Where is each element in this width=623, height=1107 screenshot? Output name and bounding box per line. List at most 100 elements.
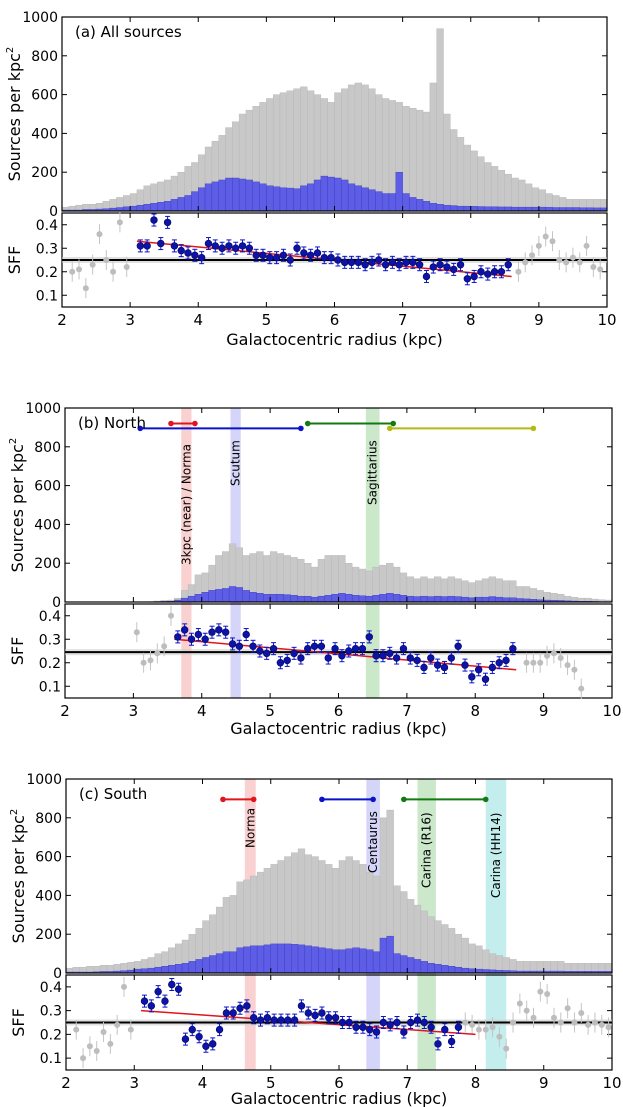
sff-faint-point [516,1000,523,1007]
hist-bar-sf [259,183,267,212]
x-axis-label: Galactocentric radius (kpc) [230,719,447,738]
hist-bar-sf [157,202,165,212]
sff-faint-point [147,657,154,664]
hist-bar-sf [463,205,471,212]
sff-point [325,1014,333,1022]
sff-point [341,258,349,267]
sff-faint-point [537,988,544,995]
hist-bar-sf [331,949,340,974]
hist-tick-label: 800 [35,811,62,827]
hist-bar-all [317,559,326,603]
sff-point [436,261,444,269]
sff-point [395,261,403,269]
hist-bar-sf [495,596,503,603]
hist-tick-label: 0 [52,595,61,611]
hist-bar-sf [338,949,347,974]
hist-bar-sf [400,955,408,974]
hist-bar-sf [291,944,299,974]
sff-point [504,261,512,269]
hist-bar-sf [454,966,463,974]
sff-point [174,633,182,641]
sff-faint-point [605,1024,612,1031]
sff-faint-point [583,242,590,249]
sff-faint-point [578,1010,585,1016]
arm-range-end [220,796,226,803]
hist-bar-sf [279,187,288,212]
sff-point [154,987,162,996]
hist-ylabel-sup: 2 [5,47,16,53]
sff-point [366,1025,374,1034]
sff-point [331,644,339,653]
hist-bar-all [511,177,519,212]
sff-point [379,1018,388,1027]
sff-point [290,649,298,658]
x-tick-label: 3 [129,702,139,720]
hist-bar-sf [427,963,435,974]
sff-point [161,997,169,1005]
hist-bar-sf [284,943,292,974]
sff-point [225,242,233,250]
x-tick-label: 10 [602,1074,621,1092]
hist-bar-sf [318,947,326,974]
hist-bar-all [429,82,437,212]
sff-point [481,675,490,683]
sff-point [474,666,483,674]
sff-faint-point [537,659,544,666]
arm-label: Centaurus [366,811,380,873]
sff-point [427,1023,435,1031]
hist-ylabel: Sources per kpc2 [9,809,28,944]
sff-point [243,1002,251,1010]
hist-bar-sf [402,193,410,212]
sff-point [388,258,397,267]
hist-bar-sf [297,944,306,974]
x-tick-label: 9 [539,1074,549,1092]
hist-bar-all [463,144,471,212]
hist-bar-sf [147,967,155,974]
hist-tick-label: 400 [31,126,58,142]
arm-band-2 [365,408,380,698]
hist-bar-sf [477,206,485,212]
hist-bar-all [456,137,465,212]
sff-faint-point [114,1021,121,1028]
hist-bar-sf [490,206,499,212]
hist-bar-sf [381,193,390,212]
hist-bar-sf [354,185,362,212]
sff-point [365,633,373,641]
sff-point [276,659,285,667]
hist-bar-sf [327,176,335,212]
hist-bar-sf [441,965,449,974]
sff-point [283,656,291,665]
x-tick-label: 2 [60,702,70,720]
hist-bar-sf [450,205,458,212]
x-tick-label: 5 [265,702,275,720]
sff-point [204,239,213,248]
sff-point [429,263,437,271]
sff-faint-point [544,991,551,997]
sff-point [221,628,230,636]
x-tick-label: 5 [266,1074,276,1092]
sff-point [402,258,410,267]
hist-ylabel: Sources per kpc2 [8,438,27,573]
hist-bar-sf [311,946,319,974]
sff-faint-point [535,242,542,249]
hist-bar-sf [283,594,291,603]
sff-point [318,1009,326,1017]
arm-band-0 [181,408,192,698]
hist-tick-label: 800 [31,49,58,65]
arm-range-end [304,420,311,427]
sff-tick-label: 0.3 [40,1004,62,1020]
sff-point [174,985,183,993]
hist-bar-sf [263,594,271,603]
sff-point [228,640,237,648]
sff-faint-point [123,264,130,271]
sff-faint-point [121,983,128,990]
sff-point [290,1016,299,1024]
hist-bar-sf [313,179,322,212]
sff-point [300,249,308,257]
sff-point [490,268,499,276]
hist-bar-sf [359,948,367,974]
sff-point [163,218,172,227]
hist-bar-sf [368,189,376,212]
x-tick-label: 3 [129,1074,139,1092]
